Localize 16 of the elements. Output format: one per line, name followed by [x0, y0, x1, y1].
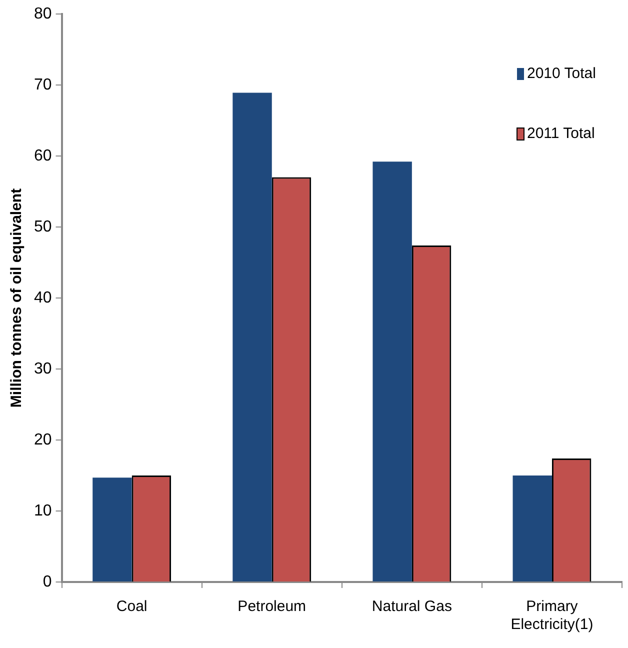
y-tick-label: 30	[34, 360, 52, 378]
x-tick-label: Petroleum	[238, 598, 306, 616]
x-tick-label: Natural Gas	[372, 598, 452, 616]
legend-label: 2010 Total	[527, 65, 596, 82]
y-tick-label: 0	[42, 573, 52, 590]
y-tick-label: 20	[34, 431, 52, 448]
y-tick-label: 40	[34, 289, 52, 306]
y-tick-label: 10	[34, 502, 52, 520]
y-axis-title: Million tonnes of oil equivalent	[8, 188, 26, 408]
y-tick-label: 60	[34, 147, 52, 164]
x-tick-label: Primary Electricity(1)	[510, 598, 594, 634]
y-tick-label: 50	[34, 218, 52, 236]
y-tick-label: 80	[34, 5, 52, 22]
legend-label: 2011 Total	[527, 125, 595, 142]
y-tick-label: 70	[34, 76, 52, 94]
x-tick-label: Coal	[116, 598, 148, 616]
